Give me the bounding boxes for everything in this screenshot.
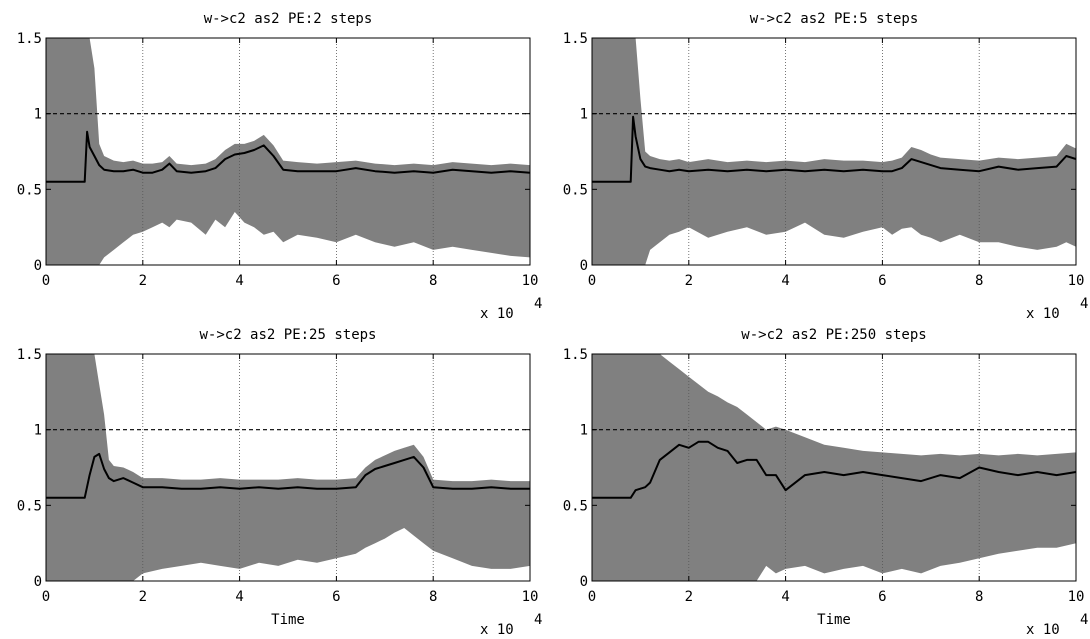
x-axis-label: Time: [817, 612, 851, 628]
y-tick-label: 1.5: [17, 347, 42, 363]
x-tick-label: 10: [1068, 273, 1085, 289]
y-tick-label: 0.5: [563, 498, 588, 514]
x-tick-label: 2: [685, 273, 693, 289]
panel-pe-25: w->c2 as2 PE:25 steps 0 0.5 1 1.5 0 2 4 6 8 10 x 10…: [17, 327, 543, 638]
x-tick-label: 6: [332, 273, 340, 289]
x-tick-label: 6: [878, 589, 886, 605]
x-multiplier: x 10: [480, 306, 514, 322]
x-multiplier: x 10: [480, 622, 514, 638]
x-tick-label: 4: [235, 589, 243, 605]
x-tick-label: 0: [588, 273, 596, 289]
y-tick-label: 1.5: [17, 31, 42, 47]
x-tick-label: 2: [685, 589, 693, 605]
y-tick-label: 1: [580, 423, 588, 439]
mean-line: [46, 130, 530, 183]
x-tick-label: 6: [332, 589, 340, 605]
x-multiplier: x 10: [1026, 622, 1060, 638]
variance-band: [592, 354, 1076, 581]
y-tick-label: 0: [34, 258, 42, 274]
panel-pe-5: w->c2 as2 PE:5 steps 0 0.5 1 1.5 0 2 4 6 8 10 x 10 4: [563, 11, 1089, 322]
x-multiplier-exponent: 4: [534, 296, 542, 312]
x-multiplier-exponent: 4: [1080, 612, 1088, 628]
y-tick-label: 1: [34, 107, 42, 123]
mean-line: [592, 115, 1076, 183]
panel-pe-2: w->c2 as2 PE:2 steps 0 0.5 1 1.5 0 2 4 6 8 10 x 10 4: [17, 11, 543, 322]
variance-band: [46, 354, 530, 581]
mean-line: [46, 452, 530, 499]
x-tick-label: 4: [781, 589, 789, 605]
mean-line: [592, 440, 1076, 499]
axes-frame: [591, 37, 1077, 266]
x-tick-label: 8: [975, 589, 983, 605]
x-multiplier-exponent: 4: [534, 612, 542, 628]
x-tick-label: 8: [975, 273, 983, 289]
axes-frame: [45, 353, 531, 582]
y-tick-label: 1.5: [563, 31, 588, 47]
variance-band: [46, 38, 530, 265]
y-tick-label: 1.5: [563, 347, 588, 363]
x-tick-label: 10: [522, 273, 539, 289]
x-multiplier: x 10: [1026, 306, 1060, 322]
x-tick-label: 0: [42, 589, 50, 605]
x-tick-label: 4: [235, 273, 243, 289]
x-tick-label: 4: [781, 273, 789, 289]
y-tick-label: 0.5: [17, 182, 42, 198]
x-axis-label: Time: [271, 612, 305, 628]
x-tick-label: 10: [1068, 589, 1085, 605]
y-tick-label: 0: [34, 574, 42, 590]
y-tick-label: 0.5: [563, 182, 588, 198]
chart-title: w->c2 as2 PE:25 steps: [199, 327, 376, 343]
y-tick-label: 1: [580, 107, 588, 123]
y-tick-label: 0: [580, 258, 588, 274]
x-tick-label: 2: [139, 273, 147, 289]
axes-frame: [45, 37, 531, 266]
panel-pe-250: w->c2 as2 PE:250 steps 0 0.5 1 1.5 0 2 4 6 8 10 x 1…: [563, 327, 1089, 638]
x-tick-label: 8: [429, 273, 437, 289]
chart-title: w->c2 as2 PE:2 steps: [204, 11, 373, 27]
x-tick-label: 8: [429, 589, 437, 605]
x-tick-label: 6: [878, 273, 886, 289]
y-tick-label: 0.5: [17, 498, 42, 514]
x-tick-label: 2: [139, 589, 147, 605]
x-tick-label: 0: [588, 589, 596, 605]
y-tick-label: 1: [34, 423, 42, 439]
x-tick-label: 0: [42, 273, 50, 289]
x-multiplier-exponent: 4: [1080, 296, 1088, 312]
axes-frame: [591, 353, 1077, 582]
variance-band: [592, 38, 1076, 265]
chart-title: w->c2 as2 PE:5 steps: [750, 11, 919, 27]
x-tick-label: 10: [522, 589, 539, 605]
y-tick-label: 0: [580, 574, 588, 590]
chart-title: w->c2 as2 PE:250 steps: [741, 327, 926, 343]
